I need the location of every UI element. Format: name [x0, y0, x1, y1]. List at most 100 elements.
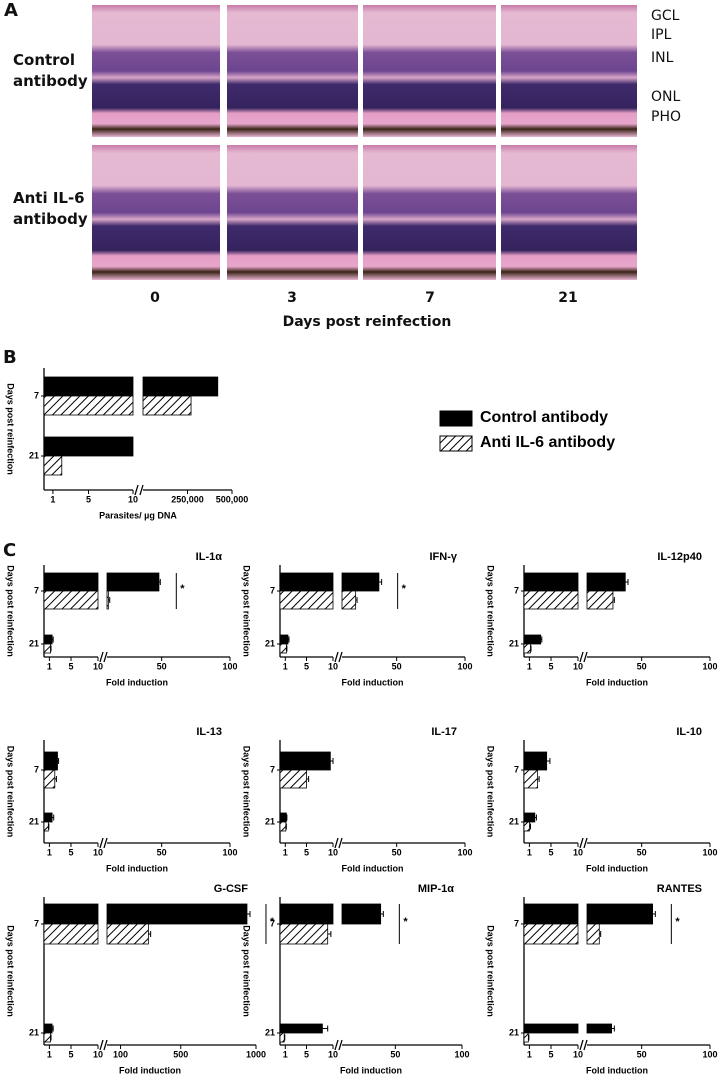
bar — [341, 903, 382, 925]
y-tick-label: 21 — [29, 1027, 39, 1037]
x-tick-label: 1 — [283, 847, 288, 857]
bar — [43, 769, 56, 789]
axis-break — [334, 651, 339, 663]
x-axis-label: Fold induction — [342, 677, 404, 687]
legend-label: Control antibody — [480, 409, 608, 426]
x-axis-label: Fold induction — [106, 863, 168, 873]
x-tick-label: 10 — [328, 1049, 338, 1059]
bar — [279, 812, 287, 823]
x-tick-label: 10 — [573, 661, 583, 671]
bar — [279, 821, 287, 832]
bar — [341, 590, 357, 610]
y-axis-label: Days post reinfection — [486, 565, 496, 657]
panel-label: B — [3, 347, 17, 368]
x-tick-label: 5 — [304, 847, 309, 857]
chart-title: IL-13 — [196, 726, 222, 738]
bar — [43, 1032, 51, 1043]
x-tick-label: 100 — [454, 1049, 469, 1059]
chart-title: IL-12p40 — [657, 551, 702, 563]
axis-break — [334, 837, 339, 849]
y-tick-label: 7 — [34, 390, 39, 400]
y-axis-label: Days post reinfection — [6, 383, 16, 475]
histology-image — [501, 5, 637, 137]
bar — [523, 751, 548, 771]
chart-title: G-CSF — [214, 883, 249, 895]
bar — [523, 1032, 529, 1043]
bar — [142, 376, 219, 397]
bar — [279, 634, 289, 645]
x-tick-label: 50 — [392, 661, 402, 671]
x-tick-label: 1 — [50, 494, 55, 504]
x-tick-label: 10 — [93, 847, 103, 857]
bar — [43, 634, 53, 645]
bar — [43, 572, 99, 592]
bar — [43, 1023, 53, 1034]
y-tick-label: 7 — [514, 918, 519, 928]
day-label: 0 — [150, 290, 160, 306]
bar — [279, 903, 334, 925]
bar — [106, 590, 109, 610]
layer-label: IPL — [651, 27, 672, 43]
legend-label: Anti IL-6 antibody — [480, 434, 615, 451]
layer-label: ONL — [651, 89, 681, 105]
x-tick-label: 50 — [157, 661, 167, 671]
bar — [43, 643, 51, 654]
bar — [43, 812, 53, 823]
y-axis-label: Days post reinfection — [6, 746, 16, 838]
bar — [523, 634, 542, 645]
y-tick-label: 21 — [265, 638, 275, 648]
histology-grid — [92, 5, 637, 280]
x-tick-label: 5 — [68, 847, 73, 857]
bar — [586, 923, 600, 945]
y-tick-label: 7 — [34, 585, 39, 595]
y-tick-label: 21 — [265, 816, 275, 826]
axis-break — [134, 484, 139, 496]
panel-label: C — [3, 540, 17, 561]
x-axis-label: Fold induction — [340, 1065, 402, 1075]
x-tick-label: 100 — [702, 847, 717, 857]
axis-break — [583, 837, 588, 849]
layer-label: GCL — [651, 8, 680, 24]
chart-title: IL-10 — [676, 726, 702, 738]
significance-mark: * — [402, 583, 407, 595]
y-axis-label: Days post reinfection — [242, 565, 252, 657]
axis-label: Days post reinfection — [282, 314, 452, 330]
axis-break — [103, 1039, 108, 1051]
bar — [279, 923, 329, 945]
x-tick-label: 5 — [304, 661, 309, 671]
x-axis-label: Fold induction — [586, 863, 648, 873]
x-tick-label: 1 — [47, 847, 52, 857]
histology-image — [92, 5, 220, 137]
axis-break — [103, 651, 108, 663]
bar — [279, 572, 334, 592]
x-tick-label: 5 — [548, 1049, 553, 1059]
x-tick-label: 50 — [637, 847, 647, 857]
histology-image — [363, 145, 496, 280]
x-tick-label: 50 — [637, 661, 647, 671]
significance-mark: * — [403, 916, 408, 928]
x-axis-label: Fold induction — [586, 1065, 648, 1075]
significance-mark: * — [180, 583, 185, 595]
bar — [523, 769, 538, 789]
bar — [106, 903, 248, 925]
significance-mark: * — [270, 916, 275, 928]
x-tick-label: 1000 — [246, 1049, 266, 1059]
day-label: 21 — [558, 290, 578, 306]
legend-swatch — [439, 410, 473, 427]
x-tick-label: 10 — [93, 1049, 103, 1059]
bar — [523, 821, 530, 832]
row-label: Anti IL-6 antibody — [13, 189, 88, 228]
bar — [523, 903, 579, 925]
bar — [106, 923, 149, 945]
y-tick-label: 21 — [29, 450, 39, 460]
bar — [279, 643, 287, 654]
y-tick-label: 21 — [29, 638, 39, 648]
x-tick-label: 100 — [222, 661, 237, 671]
x-tick-label: 10 — [328, 847, 338, 857]
bar — [142, 395, 192, 416]
bar — [43, 923, 99, 945]
histology-image — [92, 145, 220, 280]
axis-break — [338, 1039, 343, 1051]
y-axis-label: Days post reinfection — [486, 925, 496, 1017]
